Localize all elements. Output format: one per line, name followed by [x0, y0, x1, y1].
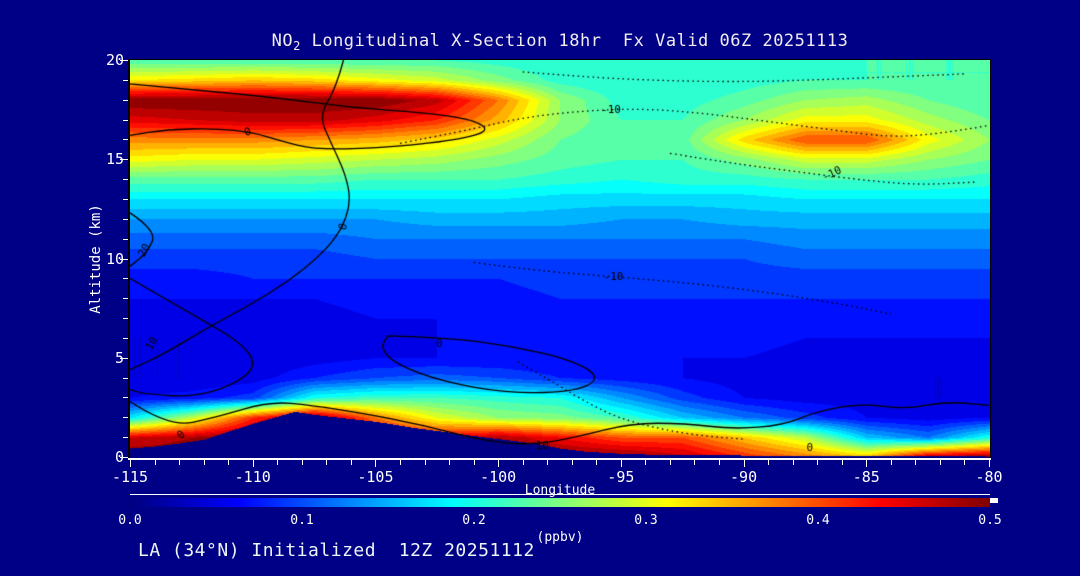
plot-right-border	[990, 59, 991, 458]
init-info-text: LA (34°N) Initialized 12Z 20251112	[138, 540, 535, 561]
y-axis-line	[128, 59, 130, 459]
x-axis-line	[128, 458, 991, 460]
plot-title-rest: Longitudinal X-Section 18hr Fx Valid 06Z…	[300, 31, 849, 51]
y-tick	[123, 99, 128, 101]
colorbar-canvas	[130, 498, 990, 507]
x-tick	[154, 459, 156, 465]
x-tick-label: -80	[975, 468, 1003, 486]
x-tick	[743, 459, 745, 467]
y-tick	[123, 437, 128, 439]
plot-title-prefix: NO	[271, 31, 294, 51]
y-axis-label: Altitude (km)	[88, 204, 104, 314]
x-tick	[719, 459, 721, 465]
colorbar-axis-line	[130, 494, 990, 495]
plot-title: NO2 Longitudinal X-Section 18hr Fx Valid…	[0, 31, 1080, 53]
x-tick-label: -95	[607, 468, 635, 486]
x-tick	[964, 459, 966, 465]
x-tick	[301, 459, 303, 465]
x-tick	[669, 459, 671, 465]
colorbar-tick-label: 0.1	[290, 513, 314, 528]
colorbar-end-cap	[990, 498, 998, 503]
y-tick	[123, 337, 128, 339]
y-tick	[123, 238, 128, 240]
x-tick	[547, 459, 549, 465]
y-tick-label: 0	[114, 448, 124, 466]
x-tick-label: -105	[357, 468, 394, 486]
y-tick	[123, 318, 128, 320]
y-tick	[123, 298, 128, 300]
y-tick-label: 20	[105, 51, 124, 69]
x-tick-label: -90	[730, 468, 758, 486]
colorbar-tick-label: 0.3	[634, 513, 658, 528]
plot-top-border	[128, 59, 991, 60]
x-tick	[473, 459, 475, 465]
x-tick	[350, 459, 352, 465]
y-tick	[120, 258, 128, 260]
x-tick	[817, 459, 819, 465]
y-tick	[120, 60, 128, 61]
x-tick	[449, 459, 451, 465]
x-tick-label: -100	[480, 468, 517, 486]
y-tick	[123, 179, 128, 181]
x-tick	[277, 459, 279, 465]
x-tick	[252, 459, 254, 467]
plot-title-subscript: 2	[293, 39, 301, 53]
colorbar-units-label: (ppbv)	[536, 530, 584, 545]
y-tick	[123, 198, 128, 200]
x-tick	[571, 459, 573, 465]
y-tick	[120, 159, 128, 161]
x-tick	[792, 459, 794, 465]
y-tick	[123, 377, 128, 379]
x-tick-label: -115	[111, 468, 149, 486]
y-tick	[120, 457, 128, 458]
x-tick	[399, 459, 401, 465]
x-axis-label: Longitude	[524, 483, 596, 498]
x-tick	[203, 459, 205, 465]
x-tick	[620, 459, 622, 467]
x-tick	[522, 459, 524, 465]
x-tick	[939, 459, 941, 465]
y-tick	[123, 417, 128, 419]
y-tick-label: 5	[114, 348, 124, 367]
y-tick	[123, 218, 128, 220]
x-tick	[890, 459, 892, 465]
y-tick	[123, 119, 128, 121]
x-tick	[424, 459, 426, 465]
x-tick	[375, 459, 377, 467]
y-tick	[123, 139, 128, 141]
x-tick	[596, 459, 598, 465]
y-tick	[123, 79, 128, 81]
x-tick-label: -85	[852, 468, 880, 486]
colorbar-tick-label: 0.5	[978, 513, 1002, 528]
contour-field-canvas	[130, 60, 990, 458]
x-tick-label: -110	[234, 468, 271, 486]
x-tick	[768, 459, 770, 465]
x-tick	[989, 459, 990, 467]
y-tick	[120, 357, 128, 359]
colorbar-tick-label: 0.2	[462, 513, 486, 528]
x-tick	[694, 459, 696, 465]
y-tick-label: 15	[105, 150, 124, 169]
x-tick	[866, 459, 868, 467]
x-tick	[326, 459, 328, 465]
x-tick	[841, 459, 843, 465]
x-tick	[130, 459, 131, 467]
x-tick	[228, 459, 230, 465]
x-tick	[915, 459, 917, 465]
colorbar-tick-label: 0.0	[118, 513, 142, 528]
y-tick	[123, 278, 128, 280]
x-tick	[179, 459, 181, 465]
x-tick	[645, 459, 647, 465]
y-tick	[123, 397, 128, 399]
y-tick-label: 10	[105, 249, 124, 268]
x-tick	[498, 459, 500, 467]
colorbar-tick-label: 0.4	[806, 513, 830, 528]
